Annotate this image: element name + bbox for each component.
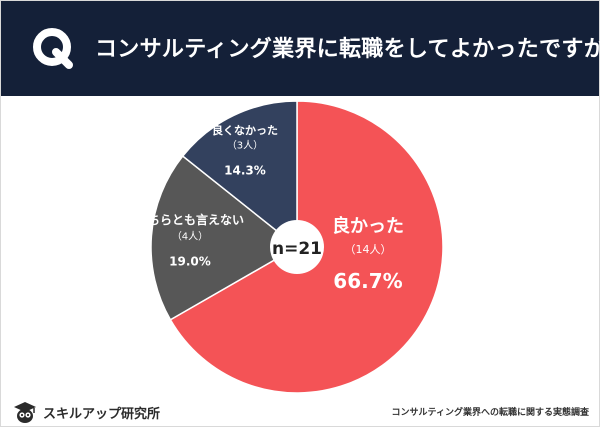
q-icon (33, 28, 73, 69)
question-title: コンサルティング業界に転職をしてよかったですか (95, 37, 600, 62)
slice-percent-1: 66.7% (333, 269, 402, 293)
slice-label-3: 良くなかった (212, 123, 278, 137)
slice-label-2: どちらとも言えない (136, 212, 244, 227)
slice-percent-3: 14.3% (224, 163, 266, 177)
pie-chart-area: n=21 良かった （14人） 66.7% どちらとも言えない （4人） 19.0% 良くなか… (0, 96, 600, 396)
brand-logo: スキルアップ研究所 (13, 399, 160, 425)
slice-percent-2: 19.0% (169, 254, 211, 268)
pie-chart: n=21 良かった （14人） 66.7% どちらとも言えない （4人） 19.0% 良くなか… (136, 100, 444, 394)
slice-count-1: （14人） (345, 243, 392, 256)
sample-size-label: n=21 (272, 239, 322, 259)
slice-label-1: 良かった (332, 215, 404, 237)
slice-count-3: （3人） (227, 139, 263, 151)
pie-center-hole (270, 220, 324, 274)
brand-name: スキルアップ研究所 (43, 406, 161, 422)
survey-source: コンサルティング業界への転職に関する実態調査 (391, 408, 589, 418)
slice-count-2: （4人） (172, 230, 208, 242)
pie-slice-2 (150, 155, 299, 321)
graduate-owl-icon (14, 402, 36, 423)
footer: スキルアップ研究所 コンサルティング業界への転職に関する実態調査 (1, 396, 599, 426)
question-header: コンサルティング業界に転職をしてよかったですか (1, 1, 600, 96)
pie-slice-3 (181, 100, 298, 249)
